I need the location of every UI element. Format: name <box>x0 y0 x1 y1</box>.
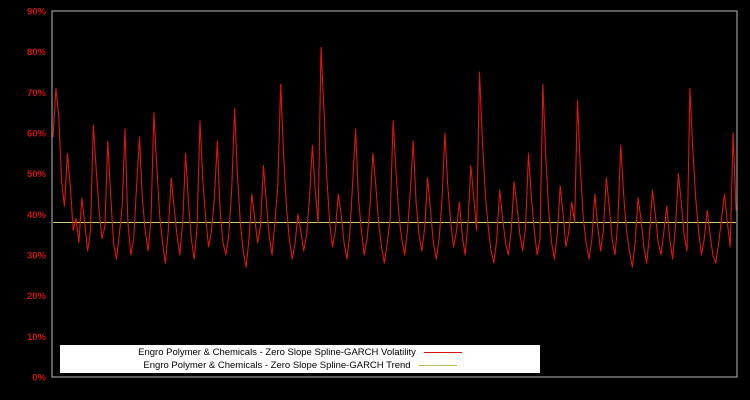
legend-label-volatility: Engro Polymer & Chemicals - Zero Slope S… <box>138 347 416 358</box>
y-axis-tick-label: 90% <box>27 7 47 18</box>
volatility-line-sample-icon <box>423 352 462 353</box>
plot-frame <box>51 10 738 378</box>
legend-label-trend: Engro Polymer & Chemicals - Zero Slope S… <box>143 360 411 371</box>
y-axis-tick-label: 50% <box>27 169 47 180</box>
y-axis-tick-label: 30% <box>27 251 47 262</box>
chart-legend: Engro Polymer & Chemicals - Zero Slope S… <box>60 345 540 373</box>
y-axis-tick-label: 80% <box>27 47 47 58</box>
y-axis-tick-label: 70% <box>27 88 47 99</box>
y-axis-tick-label: 60% <box>27 129 47 140</box>
y-axis-tick-label: 20% <box>27 291 47 302</box>
y-axis-tick-label: 0% <box>32 373 46 384</box>
y-axis-tick-label: 10% <box>27 332 47 343</box>
trend-line-sample-icon <box>418 365 457 366</box>
legend-item-volatility: Engro Polymer & Chemicals - Zero Slope S… <box>60 347 540 359</box>
volatility-line <box>52 47 737 268</box>
legend-item-trend: Engro Polymer & Chemicals - Zero Slope S… <box>60 360 540 372</box>
y-axis-tick-label: 40% <box>27 210 47 221</box>
